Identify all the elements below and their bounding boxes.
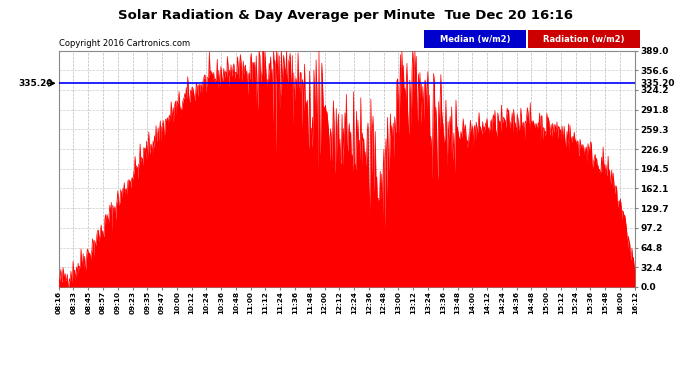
Text: Solar Radiation & Day Average per Minute  Tue Dec 20 16:16: Solar Radiation & Day Average per Minute… (117, 9, 573, 22)
Text: Copyright 2016 Cartronics.com: Copyright 2016 Cartronics.com (59, 39, 190, 48)
Text: Radiation (w/m2): Radiation (w/m2) (543, 35, 624, 44)
Text: 335.20: 335.20 (640, 79, 675, 88)
Text: Median (w/m2): Median (w/m2) (440, 35, 511, 44)
Text: 335.20: 335.20 (19, 79, 53, 88)
